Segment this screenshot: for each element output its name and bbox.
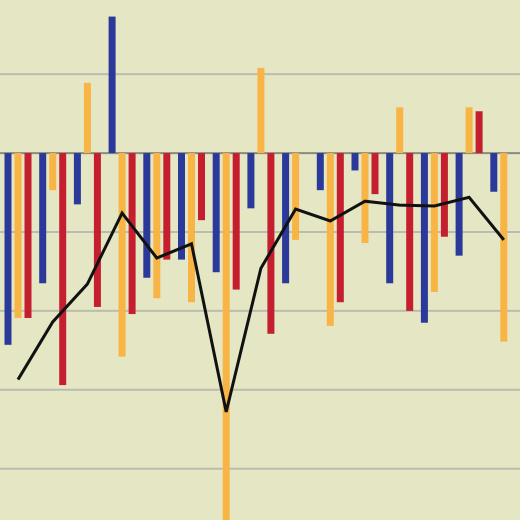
bar [73, 153, 81, 205]
bar [247, 153, 255, 209]
bar [267, 153, 275, 334]
bar [475, 111, 483, 154]
bar [24, 153, 32, 318]
bar [465, 107, 473, 154]
bar [4, 153, 12, 345]
bar [386, 153, 394, 284]
bar [14, 153, 22, 318]
bar [83, 82, 91, 154]
bar [49, 153, 57, 191]
bar [406, 153, 414, 311]
bar [59, 153, 67, 386]
bar [118, 153, 126, 357]
bar [198, 153, 205, 221]
bar [440, 153, 448, 237]
bar [371, 153, 379, 195]
bar [326, 153, 334, 326]
bar [178, 153, 185, 260]
bar [455, 153, 463, 256]
bar [188, 153, 195, 303]
bar [108, 16, 116, 154]
bar [257, 67, 265, 154]
bar [39, 153, 47, 284]
bar [163, 153, 171, 260]
bar [500, 153, 508, 342]
bar [490, 153, 498, 192]
bar [128, 153, 136, 315]
bar [361, 153, 369, 244]
bar [93, 153, 101, 307]
bar [430, 153, 438, 292]
bar [232, 153, 240, 290]
bar [351, 153, 359, 171]
bar [282, 153, 290, 284]
bar [316, 153, 324, 191]
line [16, 195, 505, 413]
bar [143, 153, 151, 278]
bar [420, 153, 428, 323]
bar [212, 153, 220, 273]
bar [396, 107, 404, 154]
bar [222, 153, 230, 520]
bar [292, 153, 300, 240]
bar [336, 153, 344, 303]
bar [153, 153, 161, 299]
